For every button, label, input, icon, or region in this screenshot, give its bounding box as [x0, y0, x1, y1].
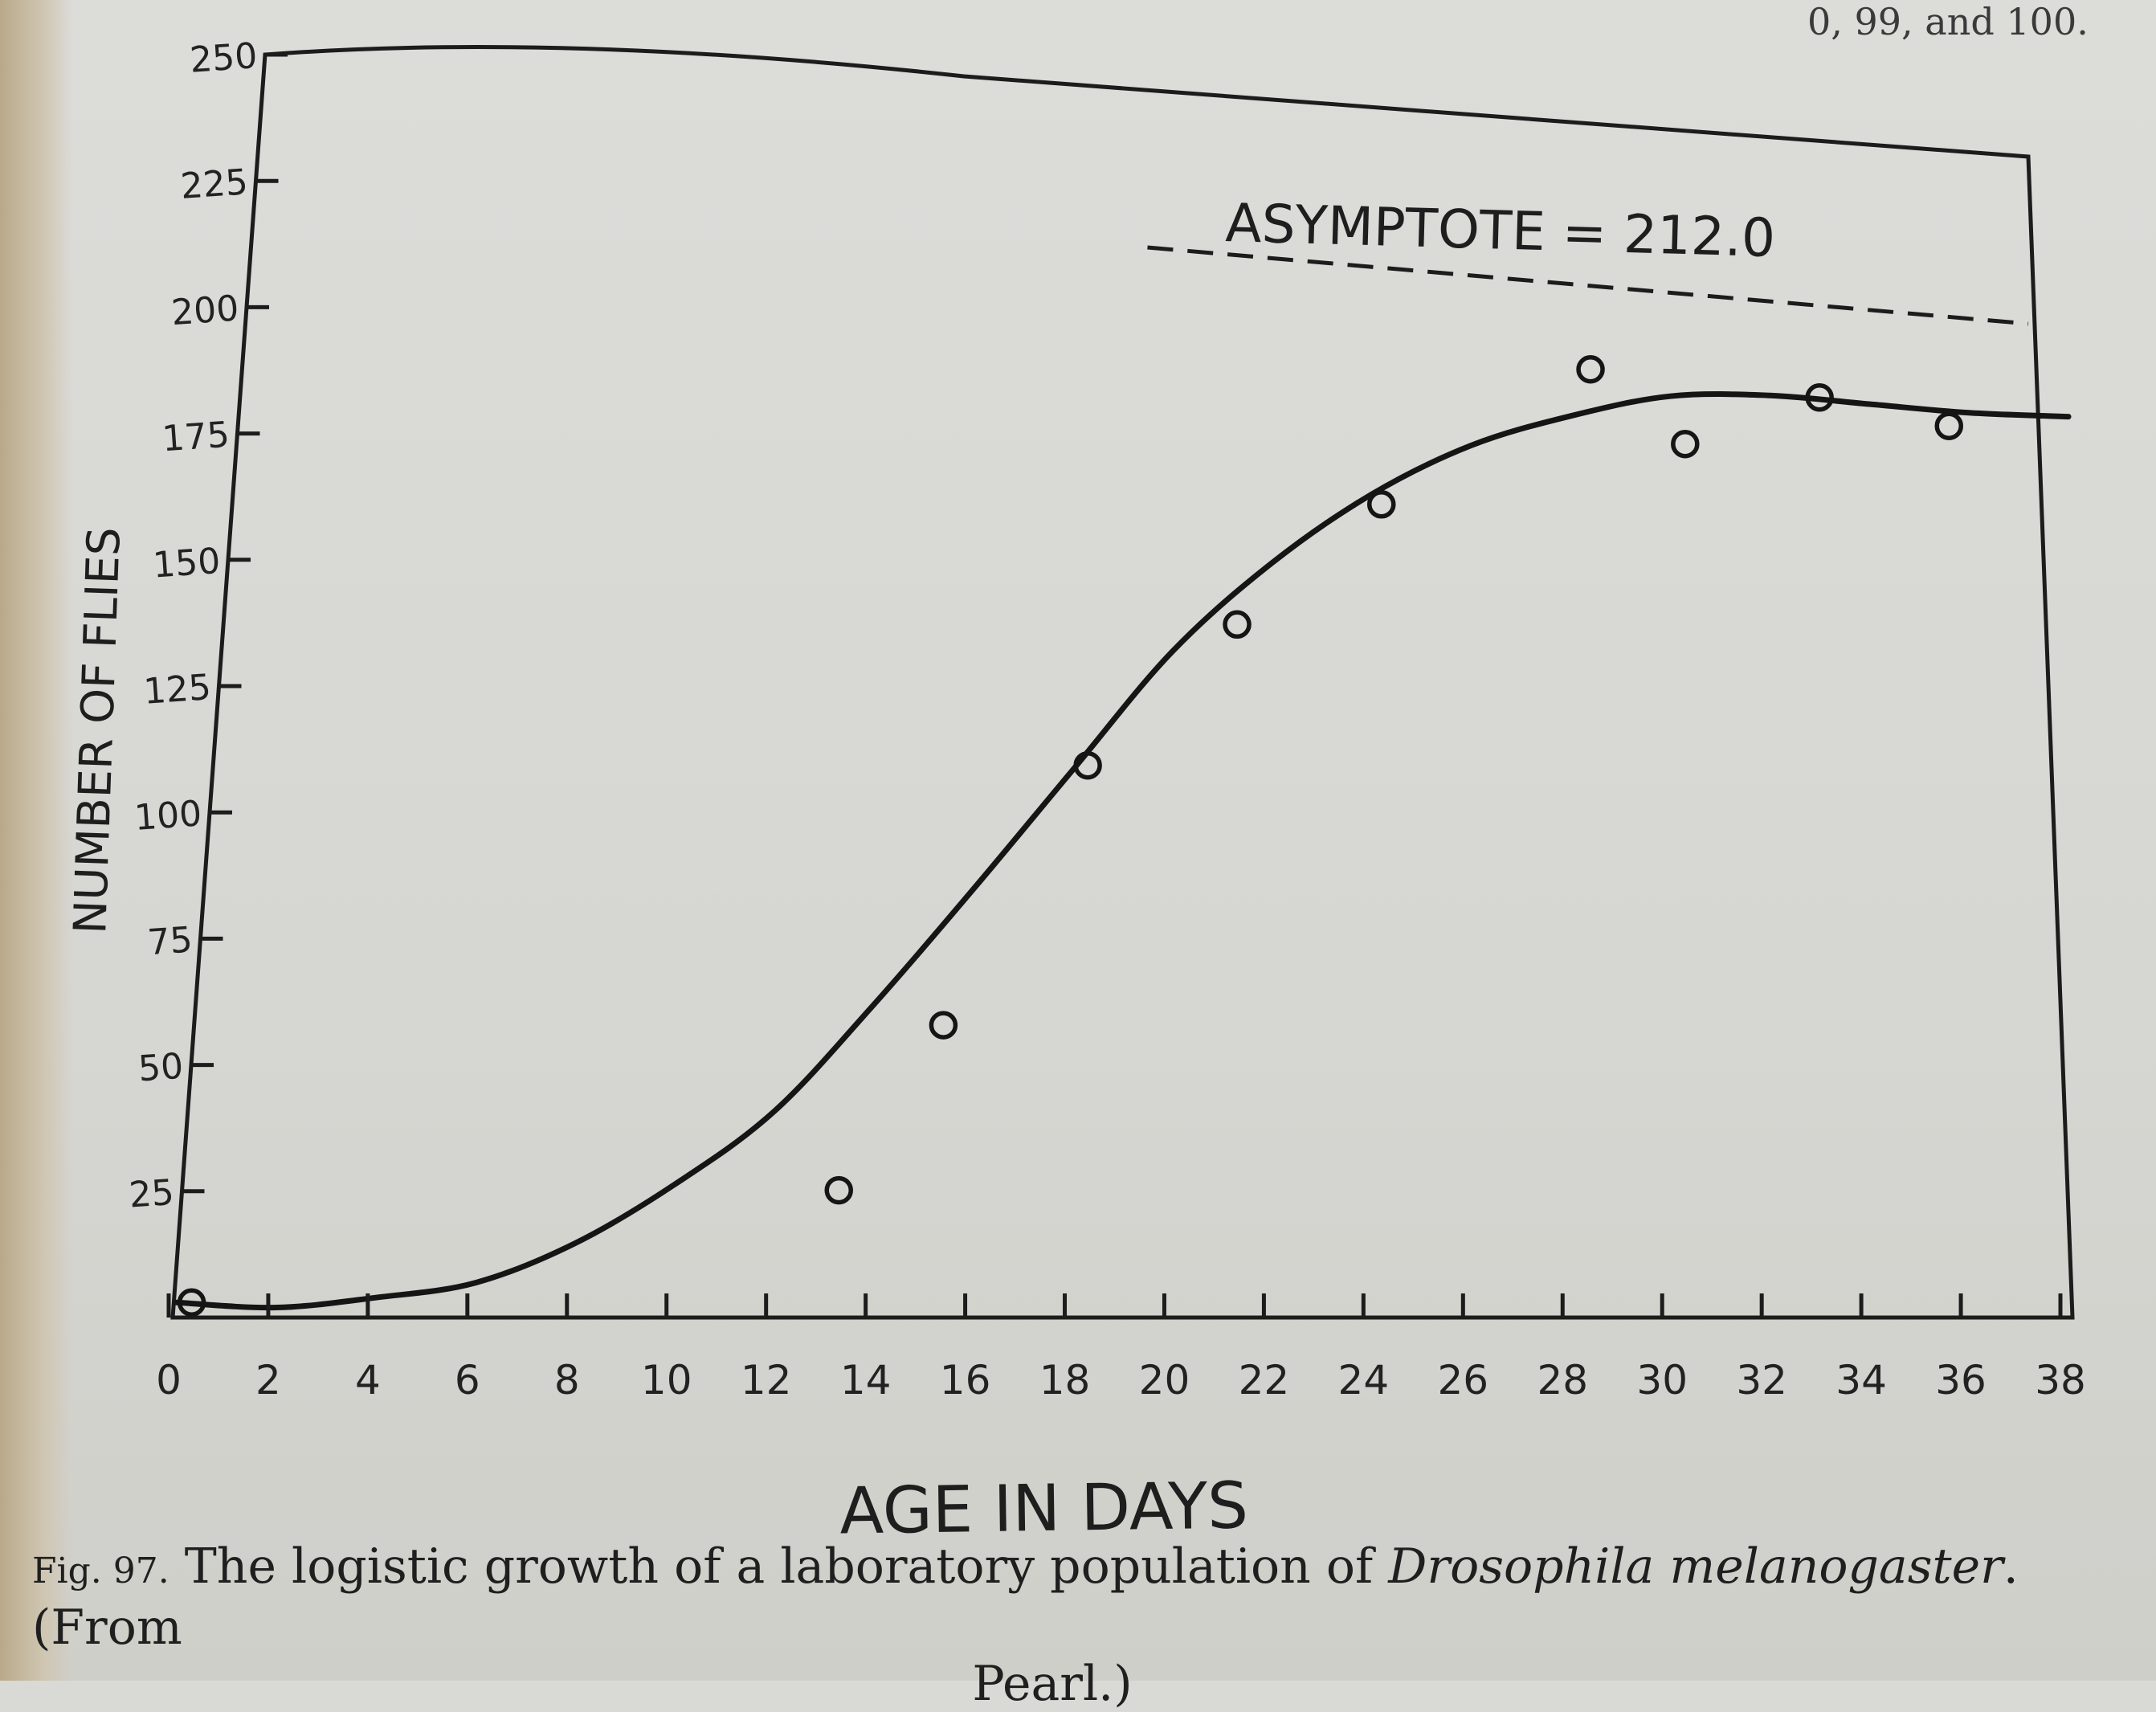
- caption-line-2: Pearl.): [972, 1656, 1133, 1712]
- plot-frame: [170, 45, 2075, 1320]
- caption-text: The logistic growth of a laboratory popu…: [169, 1538, 1389, 1595]
- y-tick-label: 50: [137, 1046, 184, 1090]
- fitted-logistic-curve: [174, 391, 2072, 1311]
- x-tick-label: 2: [255, 1357, 281, 1404]
- x-tick-label: 22: [1239, 1357, 1290, 1404]
- x-tick-label: 10: [641, 1357, 692, 1404]
- x-tick-label: 38: [2035, 1357, 2086, 1404]
- y-tick-label: 200: [170, 288, 240, 333]
- x-tick-label: 16: [940, 1357, 991, 1404]
- x-tick-label: 36: [1935, 1357, 1987, 1404]
- y-tick-label: 100: [133, 793, 203, 839]
- y-tick-label: 250: [189, 35, 259, 81]
- x-tick-label: 30: [1636, 1357, 1688, 1404]
- x-tick-label: 20: [1139, 1357, 1190, 1404]
- x-tick-label: 26: [1438, 1357, 1489, 1404]
- observed-point: [824, 1175, 853, 1205]
- x-tick-label: 12: [741, 1357, 792, 1404]
- observed-point: [1223, 610, 1252, 639]
- observed-point: [177, 1288, 206, 1317]
- observed-point: [1073, 750, 1102, 780]
- previous-text-fragment: 0, 99, and 100.: [1807, 0, 2089, 43]
- x-tick-label: 4: [355, 1357, 381, 1404]
- y-tick-label: 225: [179, 161, 249, 207]
- x-tick-label: 6: [455, 1357, 480, 1404]
- observed-points: [177, 354, 1964, 1317]
- x-tick-label: 32: [1736, 1357, 1787, 1404]
- observed-point: [1805, 382, 1834, 412]
- x-tick-label: 28: [1537, 1357, 1588, 1404]
- observed-point: [929, 1011, 958, 1040]
- x-tick-label: 0: [156, 1357, 182, 1404]
- figure-caption: Fig. 97. The logistic growth of a labora…: [32, 1538, 2121, 1712]
- caption-species: Drosophila melanogaster: [1388, 1538, 2003, 1595]
- x-tick-label: 24: [1338, 1357, 1390, 1404]
- observed-point: [1576, 354, 1605, 384]
- observed-point: [1367, 490, 1396, 519]
- y-axis: 25 50 75 100 125 150 175 200 225 250: [128, 35, 288, 1216]
- x-axis-title: AGE IN DAYS: [839, 1468, 1249, 1548]
- fitted-curve: [174, 391, 2072, 1311]
- observed-point: [1934, 411, 1964, 440]
- x-axis: 0 2 4 6 8 10 12 14 16 18 20 22 24 26 28 30 32 34 36 38: [156, 1293, 2086, 1404]
- caption-text-end: . (From: [32, 1538, 2019, 1656]
- y-axis-title: NUMBER OF FLIES: [64, 526, 131, 935]
- x-tick-label: 8: [554, 1357, 580, 1404]
- asymptote-line: [1147, 245, 2029, 326]
- y-tick-label: 175: [161, 415, 231, 460]
- asymptote-annotation: ASYMPTOTE = 212.0: [1225, 192, 1776, 269]
- book-spine-shadow: [0, 0, 72, 1681]
- y-tick-label: 75: [146, 919, 194, 963]
- y-tick-label: 150: [152, 541, 222, 586]
- observed-point: [1671, 429, 1700, 459]
- y-tick-label: 25: [128, 1172, 175, 1216]
- caption-fig-label: Fig. 97.: [32, 1551, 169, 1591]
- y-tick-label: 125: [142, 667, 212, 713]
- plot-border: [170, 45, 2075, 1320]
- asymptote-dashed-line: [1147, 245, 2029, 326]
- x-tick-label: 34: [1835, 1357, 1887, 1404]
- x-tick-label: 18: [1039, 1357, 1091, 1404]
- x-tick-label: 14: [840, 1357, 892, 1404]
